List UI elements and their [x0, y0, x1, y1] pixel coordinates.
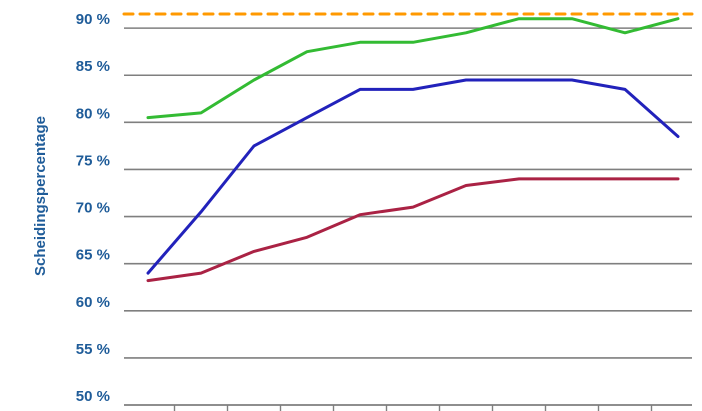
series-lines [122, 12, 694, 283]
y-tick-label: 65 % [76, 247, 110, 264]
y-axis-tick-labels: 50 % 55 % 60 % 65 % 70 % 75 % 80 % 85 % 90 % [76, 11, 110, 405]
series-line-4 [146, 177, 680, 283]
y-tick-label: 85 % [76, 58, 110, 75]
series-line-3 [146, 78, 680, 275]
y-tick-label: 90 % [76, 11, 110, 28]
y-tick-label: 75 % [76, 152, 110, 169]
x-axis-ticks [173, 405, 653, 411]
y-axis-title: Scheidingspercentage [32, 116, 49, 276]
y-tick-label: 60 % [76, 294, 110, 311]
y-tick-label: 50 % [76, 388, 110, 405]
series-line-2 [146, 17, 680, 120]
y-tick-label: 55 % [76, 341, 110, 358]
y-tick-label: 80 % [76, 105, 110, 122]
y-tick-label: 70 % [76, 200, 110, 217]
gridlines [124, 27, 692, 406]
